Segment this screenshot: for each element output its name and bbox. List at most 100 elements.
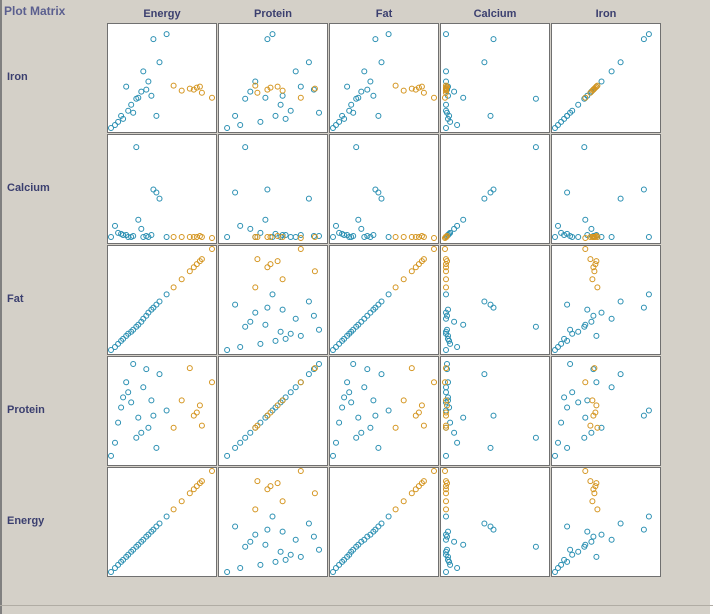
- data-point-group-a-12: [292, 315, 299, 322]
- data-point-group-b-4: [267, 409, 274, 416]
- data-point-group-a-5: [123, 83, 130, 90]
- data-point-group-a-17: [375, 189, 382, 196]
- data-point-group-b-5: [587, 256, 594, 263]
- data-point-group-a-2: [257, 419, 264, 426]
- data-point-group-a-6: [287, 389, 294, 396]
- panel-protein-vs-fat: [329, 356, 439, 466]
- data-point-group-b-4: [443, 409, 449, 416]
- data-point-group-a-15: [279, 528, 286, 535]
- data-point-group-a-17: [153, 301, 160, 308]
- data-point-group-b-5: [254, 422, 261, 429]
- data-point-group-a-0: [108, 125, 114, 131]
- data-point-group-a-16: [264, 36, 271, 43]
- data-point-group-b-7: [274, 480, 281, 487]
- data-point-group-a-17: [564, 189, 571, 196]
- data-point-group-a-0: [224, 452, 231, 459]
- data-point-group-a-14: [367, 424, 374, 431]
- data-point-group-b-6: [297, 235, 304, 241]
- data-point-group-b-4: [267, 483, 274, 490]
- data-point-group-a-10: [460, 541, 467, 548]
- data-point-group-a-1: [333, 344, 339, 350]
- data-point-group-b-3: [443, 486, 449, 493]
- data-point-group-a-4: [341, 232, 348, 238]
- data-point-group-b-7: [196, 258, 203, 265]
- panel-energy-vs-energy: [107, 467, 217, 577]
- data-point-group-a-17: [153, 444, 160, 451]
- data-point-group-a-18: [378, 195, 385, 202]
- data-point-group-a-2: [257, 118, 264, 125]
- data-point-group-a-8: [567, 109, 574, 116]
- panel-iron-vs-iron: [551, 23, 661, 133]
- data-point-group-a-14: [252, 309, 259, 316]
- data-point-group-a-3: [272, 112, 279, 119]
- data-point-group-a-12: [140, 68, 147, 75]
- data-point-group-a-1: [555, 222, 561, 229]
- data-point-group-b-4: [193, 261, 200, 268]
- panel-frame: [218, 467, 328, 577]
- data-point-group-b-7: [274, 83, 281, 90]
- data-point-group-a-8: [444, 546, 450, 553]
- data-point-group-b-3: [264, 486, 271, 493]
- data-point-group-b-2: [408, 268, 415, 275]
- data-point-group-a-0: [224, 347, 231, 353]
- data-point-group-a-1: [237, 439, 244, 446]
- data-point-group-a-9: [581, 144, 588, 151]
- data-point-group-b-1: [443, 276, 449, 283]
- data-point-group-b-0: [252, 234, 259, 240]
- data-point-group-a-6: [125, 389, 132, 396]
- data-point-group-a-17: [487, 189, 494, 196]
- data-point-group-b-2: [311, 234, 318, 240]
- data-point-group-a-17: [232, 112, 239, 119]
- data-point-group-a-1: [454, 222, 461, 229]
- data-point-group-a-9: [133, 434, 140, 441]
- data-point-group-a-15: [584, 528, 591, 535]
- data-point-group-a-14: [252, 78, 259, 85]
- data-point-group-a-10: [355, 414, 362, 421]
- data-point-group-a-14: [367, 78, 374, 85]
- data-point-group-b-3: [590, 234, 597, 240]
- data-point-group-a-3: [118, 404, 125, 411]
- data-point-group-a-12: [140, 315, 147, 322]
- data-point-group-a-19: [385, 407, 392, 414]
- data-point-group-a-12: [292, 68, 299, 75]
- data-point-group-a-2: [558, 340, 565, 347]
- data-point-group-a-12: [140, 384, 147, 391]
- data-point-group-b-5: [587, 89, 594, 96]
- data-point-group-a-17: [232, 523, 239, 530]
- data-point-group-a-14: [598, 309, 605, 316]
- window-border-left: [0, 0, 2, 614]
- data-point-group-b-0: [594, 284, 601, 291]
- data-point-group-a-0: [108, 452, 114, 459]
- data-point-group-b-2: [443, 490, 449, 497]
- data-point-group-b-7: [196, 402, 203, 409]
- panel-calcium-vs-energy: [107, 134, 217, 244]
- data-point-group-a-8: [350, 361, 357, 367]
- data-point-group-a-0: [108, 234, 114, 240]
- panel-fat-vs-protein: [218, 245, 328, 355]
- data-point-group-a-11: [247, 225, 254, 232]
- data-point-group-a-11: [247, 538, 254, 545]
- data-point-group-a-17: [232, 444, 239, 451]
- data-point-group-a-11: [138, 429, 145, 436]
- data-point-group-b-0: [443, 506, 449, 513]
- data-point-group-a-16: [372, 412, 379, 419]
- data-point-group-a-2: [115, 118, 122, 125]
- data-point-group-a-15: [148, 232, 155, 238]
- data-point-group-a-11: [358, 88, 365, 95]
- data-point-group-b-1: [443, 498, 449, 505]
- data-point-group-a-1: [112, 222, 118, 229]
- data-point-group-a-1: [555, 122, 561, 128]
- data-point-group-a-8: [567, 233, 574, 239]
- data-point-group-b-4: [415, 409, 422, 416]
- data-point-group-a-4: [445, 556, 451, 563]
- panel-energy-vs-calcium: [440, 467, 550, 577]
- data-point-group-a-10: [262, 94, 269, 101]
- data-point-group-a-7: [575, 101, 582, 108]
- panel-calcium-vs-fat: [329, 134, 439, 244]
- data-point-group-a-0: [330, 452, 336, 459]
- data-point-group-a-4: [341, 115, 348, 122]
- data-point-group-b-2: [311, 365, 318, 372]
- data-point-group-b-0: [392, 284, 399, 291]
- data-point-group-a-4: [282, 335, 289, 342]
- data-point-group-a-16: [640, 412, 647, 419]
